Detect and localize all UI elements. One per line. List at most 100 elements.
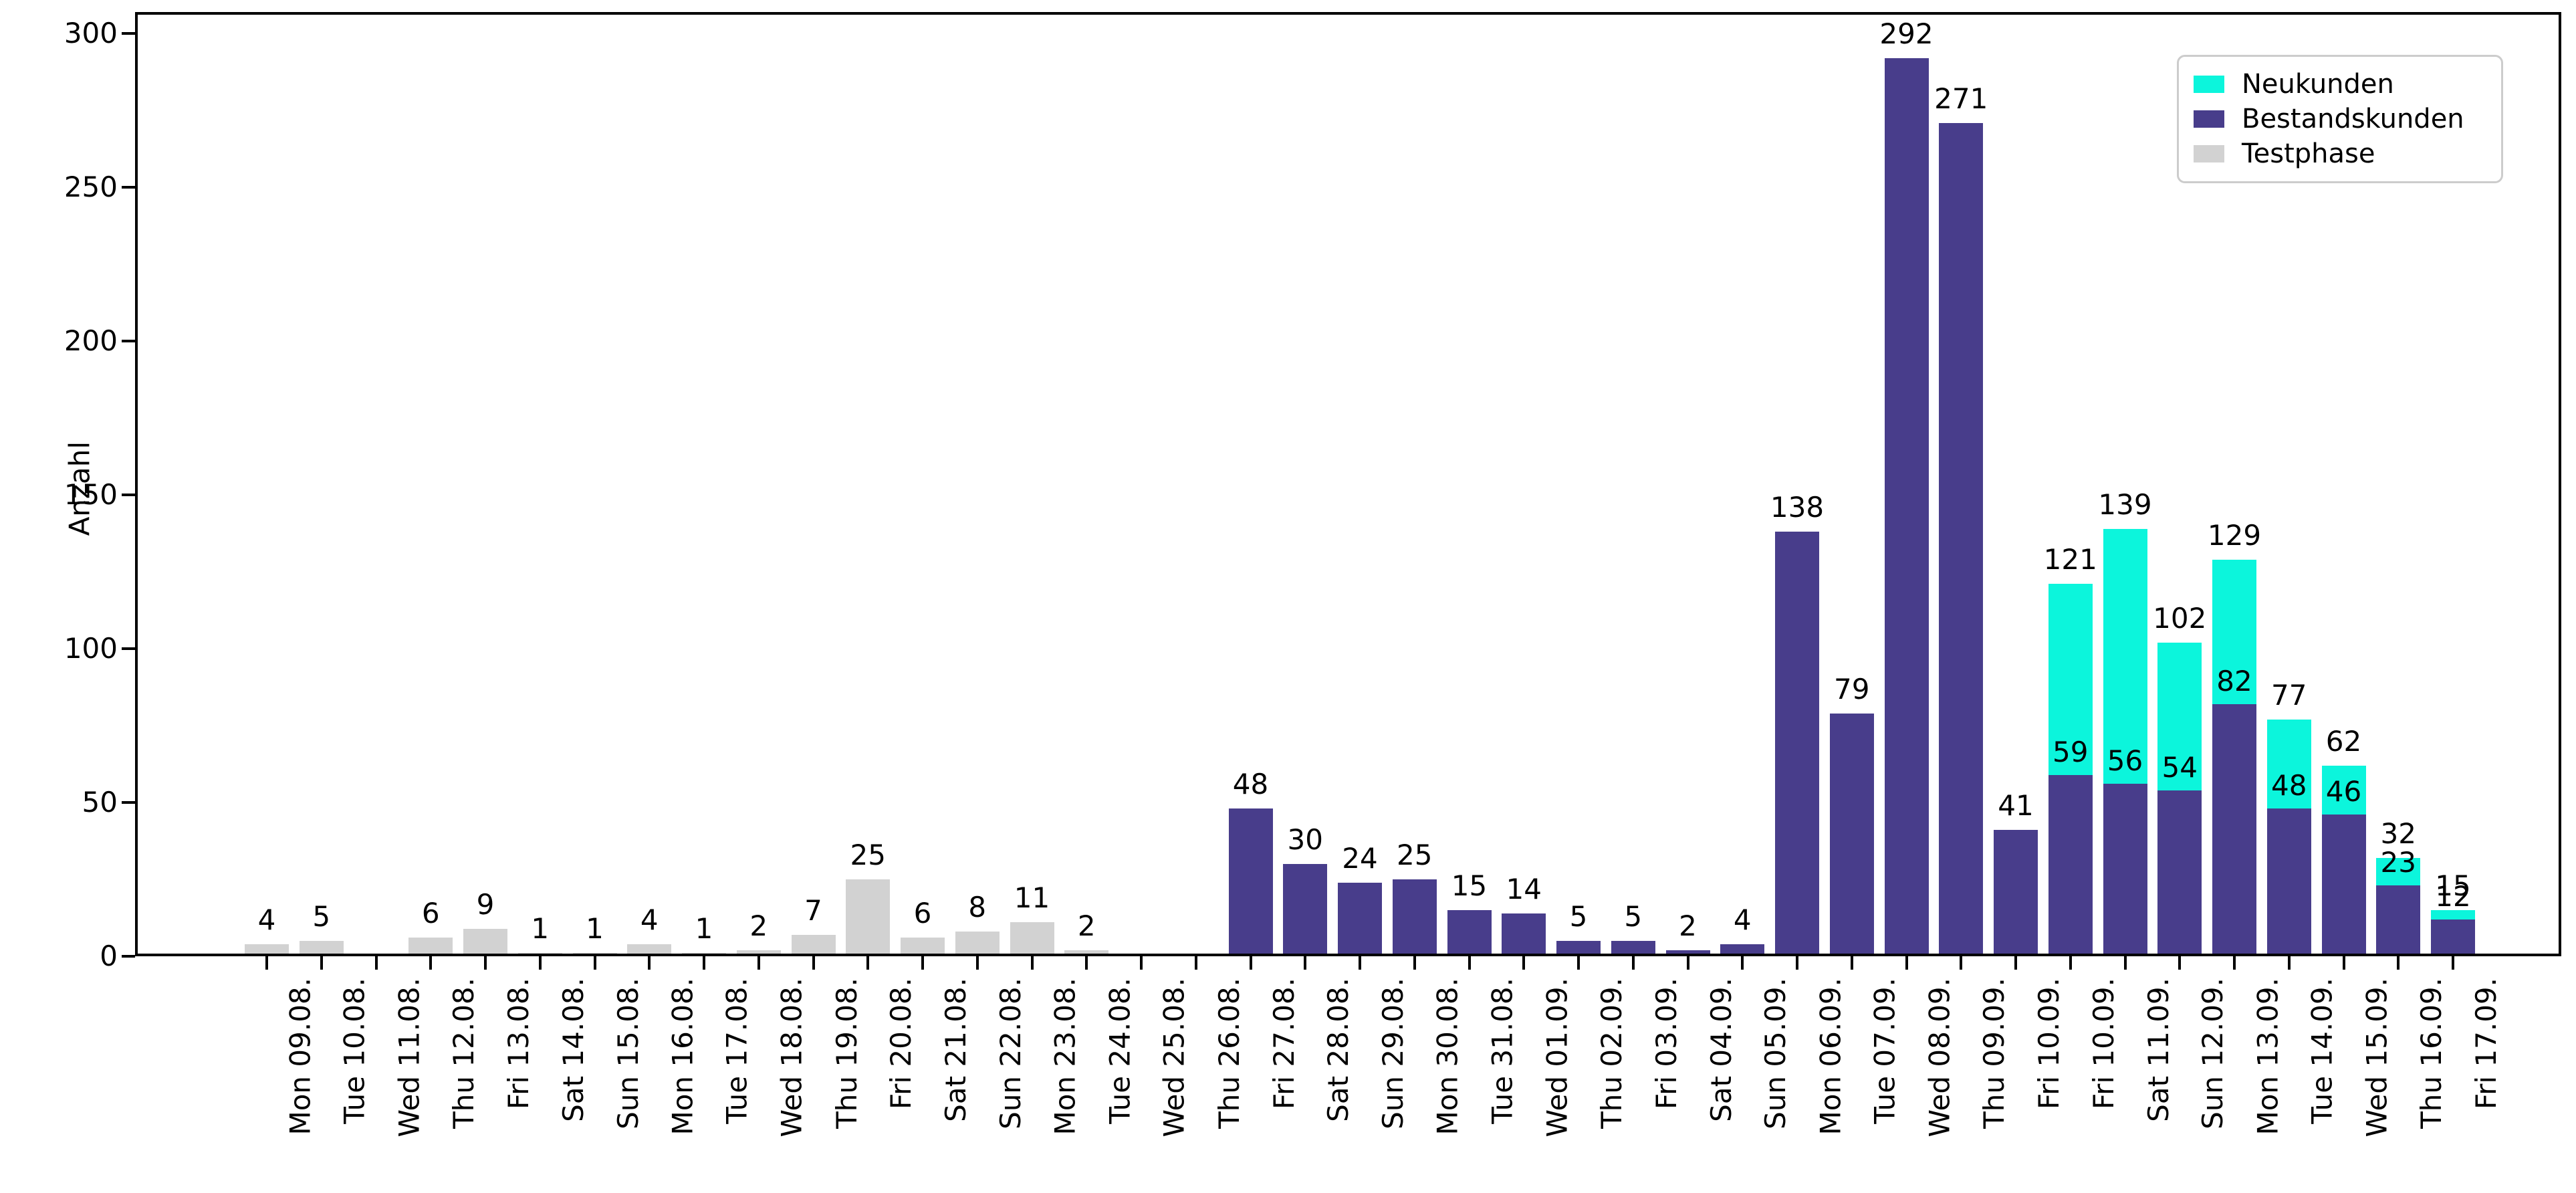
x-tick [484,956,487,970]
bar-total-label: 271 [1934,82,1988,115]
bar-segment-bestandskunden [1228,808,1273,956]
legend-item-testphase: Testphase [2194,137,2486,171]
x-tick [2452,956,2454,970]
x-tick-label: Tue 31.08. [1486,978,1519,1124]
bar-segment-testphase [1064,950,1109,956]
x-tick [265,956,268,970]
x-tick-label: Thu 19.08. [830,978,863,1129]
x-tick-label: Sun 15.08. [611,978,645,1129]
bar-total-label: 5 [312,900,331,934]
x-tick-label: Wed 08.09. [1923,978,1956,1137]
x-tick-label: Fri 13.08. [502,978,535,1109]
x-tick-label: Mon 30.08. [1431,978,1464,1135]
bar-total-label: 32 [2380,817,2416,850]
x-tick [2014,956,2017,970]
x-tick-label: Wed 18.08. [775,978,808,1137]
bar-segment-testphase [791,934,836,956]
x-tick [866,956,870,970]
x-tick-label: Sat 11.09. [2141,978,2175,1122]
bar-segment-bestandskunden [2431,919,2475,956]
bestandskunden-swatch-icon [2194,110,2224,128]
legend-label-neukunden: Neukunden [2242,69,2394,100]
x-tick-label: Sun 12.09. [2196,978,2230,1129]
x-tick [1413,956,1416,970]
x-tick [1522,956,1526,970]
x-tick [429,956,433,970]
bar-segment-bestandskunden [1665,950,1710,956]
x-tick [1030,956,1034,970]
bar-total-label: 30 [1287,823,1323,857]
y-tick [122,32,135,35]
x-tick-label: Sun 29.08. [1377,978,1409,1129]
bar-total-label: 24 [1342,841,1378,875]
x-tick-label: Thu 09.09. [1978,978,2011,1129]
neukunden-swatch-icon [2194,76,2224,93]
bar-inner-label: 59 [2053,735,2089,768]
bar-total-label: 48 [1232,768,1269,801]
y-tick [122,647,135,651]
x-tick [1850,956,1853,970]
legend-item-bestandskunden: Bestandskunden [2194,102,2486,136]
bar-segment-neukunden [2266,719,2311,809]
x-tick-label: Tue 10.08. [338,978,371,1124]
bar-segment-bestandskunden [1720,944,1765,956]
x-tick [1249,956,1252,970]
x-tick [1304,956,1307,970]
x-tick [975,956,979,970]
bar-total-label: 1 [586,912,604,946]
bar-total-label: 5 [1569,900,1588,934]
x-tick [1796,956,1798,970]
testphase-swatch-icon [2194,145,2224,162]
x-tick-label: Thu 16.09. [2415,978,2448,1129]
x-tick-label: Mon 13.09. [2251,978,2284,1135]
x-tick [593,956,596,970]
y-tick-label: 150 [64,478,118,512]
bar-total-label: 7 [804,893,822,927]
bar-total-label: 9 [476,887,495,921]
bar-total-label: 6 [913,897,932,930]
bar-total-label: 2 [1679,909,1697,942]
bar-segment-testphase [627,944,672,956]
x-tick-label: Sun 05.09. [1759,978,1792,1129]
bar-segment-neukunden [2103,528,2147,784]
y-tick-label: 300 [64,17,118,50]
bar-total-label: 15 [2435,869,2471,903]
bar-segment-bestandskunden [2212,703,2256,956]
bar-segment-bestandskunden [1502,913,1546,956]
bar-total-label: 8 [968,891,987,924]
bar-total-label: 4 [1733,903,1752,936]
bar-segment-testphase [901,938,945,956]
bar-total-label: 292 [1879,17,1934,50]
bar-segment-bestandskunden [2266,808,2311,956]
x-tick-label: Thu 12.08. [447,978,481,1129]
bar-segment-bestandskunden [2376,885,2421,956]
x-tick-label: Sat 04.09. [1704,978,1738,1122]
bar-segment-bestandskunden [1884,58,1929,956]
bar-segment-bestandskunden [1611,941,1655,956]
bar-total-label: 77 [2271,678,2307,712]
bar-total-label: 102 [2153,601,2207,635]
x-tick [2123,956,2127,970]
bar-segment-bestandskunden [2103,784,2147,956]
bar-total-label: 138 [1770,491,1825,524]
x-tick-label: Wed 15.09. [2360,978,2393,1137]
x-tick [1140,956,1143,970]
x-tick-label: Sat 14.08. [556,978,590,1122]
y-tick [122,340,135,343]
x-tick [2233,956,2236,970]
x-tick-label: Fri 10.09. [2032,978,2065,1109]
bar-total-label: 4 [640,903,659,936]
x-tick [1905,956,1908,970]
bar-inner-label: 54 [2161,750,2198,784]
bar-inner-label: 12 [2435,879,2471,913]
x-tick-label: Sat 21.08. [939,978,972,1122]
bar-segment-bestandskunden [1994,830,2038,956]
x-tick-label: Fri 20.08. [885,978,918,1109]
x-tick [538,956,542,970]
bar-segment-bestandskunden [2321,815,2366,956]
y-tick-label: 200 [64,324,118,358]
x-tick-label: Fri 03.09. [1649,978,1683,1109]
bar-total-label: 139 [2098,487,2152,521]
bar-total-label: 25 [850,839,886,872]
